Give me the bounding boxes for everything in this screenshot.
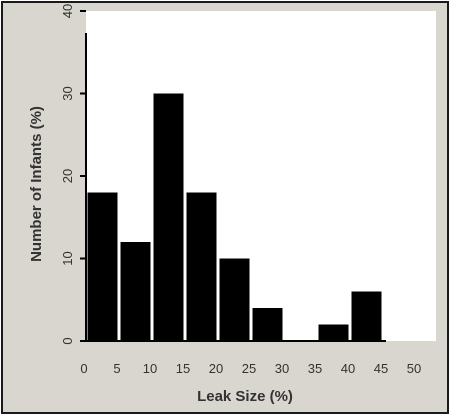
bar-35-40 — [318, 324, 349, 341]
x-tick-label: 0 — [80, 361, 87, 376]
bar-40-45 — [351, 291, 382, 341]
histogram-chart: 0 10 20 30 40 0 5 10 15 20 25 30 35 40 45 50 Leak Size… — [28, 4, 436, 405]
x-tick-label: 35 — [308, 361, 322, 376]
y-tick-label: 40 — [60, 4, 75, 18]
y-axis-title: Number of Infants (%) — [28, 106, 45, 262]
x-tick-label: 45 — [374, 361, 388, 376]
bar-25-30 — [252, 308, 283, 341]
x-tick-label: 25 — [242, 361, 256, 376]
bar-5-10 — [120, 242, 151, 341]
y-tick-label: 10 — [60, 251, 75, 265]
x-tick-label: 30 — [275, 361, 289, 376]
x-tick-label: 20 — [209, 361, 223, 376]
bars-group — [87, 93, 382, 341]
y-tick-label: 30 — [60, 86, 75, 100]
x-axis-title: Leak Size (%) — [197, 388, 293, 405]
x-tick-label: 15 — [176, 361, 190, 376]
x-ticks-group: 0 5 10 15 20 25 30 35 40 45 50 — [80, 361, 421, 376]
x-tick-label: 5 — [113, 361, 120, 376]
y-tick-label: 0 — [60, 337, 75, 344]
bar-20-25 — [219, 258, 250, 341]
bar-10-15 — [153, 93, 184, 341]
x-tick-label: 50 — [407, 361, 421, 376]
bar-0-5 — [87, 192, 118, 341]
bar-15-20 — [186, 192, 217, 341]
x-tick-label: 40 — [341, 361, 355, 376]
y-tick-label: 20 — [60, 169, 75, 183]
x-tick-label: 10 — [143, 361, 157, 376]
y-ticks-group: 0 10 20 30 40 — [60, 4, 86, 345]
